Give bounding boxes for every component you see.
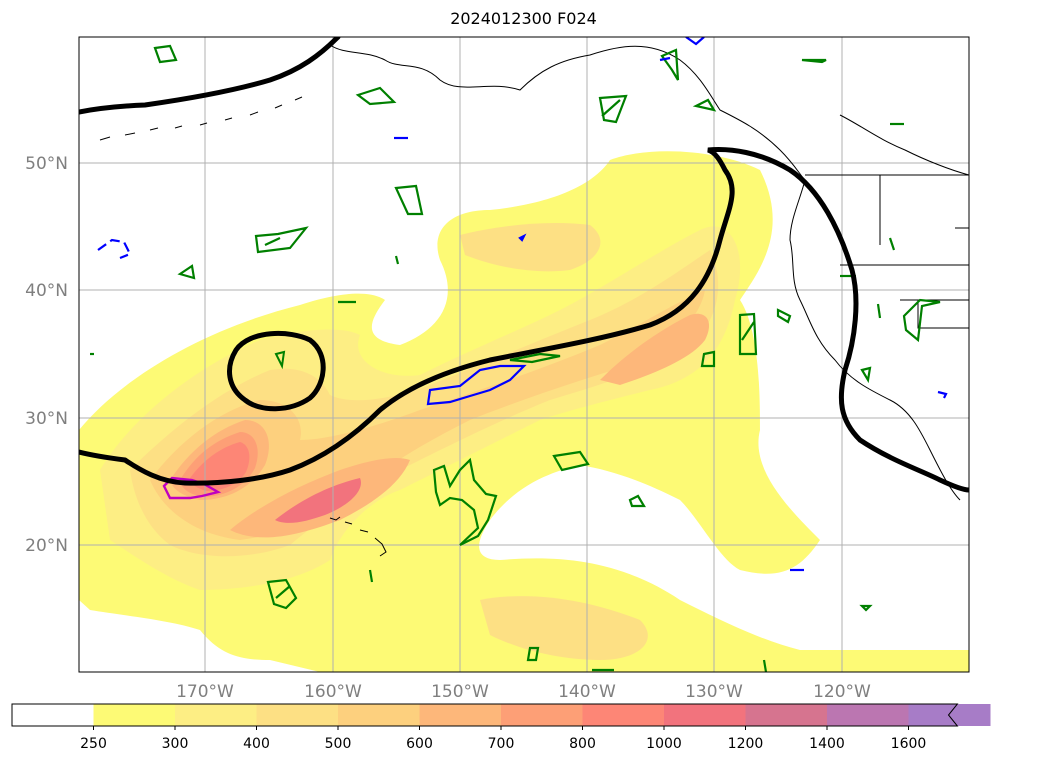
green-contour <box>738 312 758 356</box>
blue-contours <box>97 37 948 572</box>
colorbar-segment <box>582 704 665 726</box>
green-contour <box>776 308 792 324</box>
map-title: 2024012300 F024 <box>450 9 597 28</box>
blue-contour <box>97 238 132 260</box>
green-contour <box>355 86 397 106</box>
colorbar-tick-label: 600 <box>406 736 433 752</box>
lat-label-50: 50°N <box>25 154 68 174</box>
alaska-coast <box>329 44 806 181</box>
ivt-500-600-region <box>150 290 705 540</box>
lat-label-30: 30°N <box>25 409 68 429</box>
ivt-upper-lobe <box>460 223 601 272</box>
blue-contour <box>937 390 948 399</box>
height-contour-main <box>79 147 969 493</box>
green-contour <box>254 226 309 254</box>
green-contour <box>692 98 717 112</box>
ivt-south-band <box>480 596 648 660</box>
blue-contour <box>518 233 527 242</box>
colorbar-segment <box>12 704 94 726</box>
map-frame <box>78 36 970 673</box>
green-contour <box>598 94 628 124</box>
magenta-contours <box>162 476 222 500</box>
blue-contour <box>659 56 671 62</box>
green-contour <box>888 237 896 251</box>
green-contour <box>860 366 872 384</box>
colorbar-extend-arrow <box>948 704 958 726</box>
lon-label-130w: 130°W <box>685 682 743 702</box>
colorbar-tick-label: 1200 <box>728 736 764 752</box>
canada-coast <box>839 114 969 176</box>
lon-label-160w: 160°W <box>304 682 362 702</box>
green-contour <box>394 184 424 216</box>
height-contours <box>79 37 969 493</box>
green-contour <box>509 352 561 364</box>
green-contour <box>368 569 374 583</box>
ivt-800-plus-south <box>275 478 361 523</box>
lon-label-120w: 120°W <box>813 682 871 702</box>
green-contour <box>526 646 540 662</box>
green-contour <box>628 494 646 508</box>
colorbar-segment <box>501 704 583 726</box>
hawaii-islands <box>329 516 387 557</box>
colorbar-segment <box>93 704 176 726</box>
west-coast <box>789 179 961 501</box>
blue-contour <box>685 37 705 46</box>
colorbar-tick-label: 250 <box>80 736 107 752</box>
colorbar-segment <box>175 704 257 726</box>
green-contour <box>859 604 873 612</box>
colorbar-outline <box>11 703 959 727</box>
green-contour <box>274 350 286 370</box>
state-borders <box>840 175 969 329</box>
lon-label-170w: 170°W <box>176 682 234 702</box>
ivt-east-lobe <box>600 313 710 385</box>
map-content <box>79 37 969 672</box>
green-contour <box>876 303 882 319</box>
lat-label-20: 20°N <box>25 536 68 556</box>
green-contour <box>153 44 178 64</box>
green-contour <box>432 457 498 546</box>
colorbar: 250 300 400 500 600 700 800 1000 1200 1400 1600 <box>11 703 991 752</box>
colorbar-tick-label: 800 <box>569 736 596 752</box>
colorbar-segment <box>827 704 909 726</box>
colorbar-tick-label: 1600 <box>891 736 927 752</box>
blue-contour <box>426 364 527 406</box>
green-contours <box>90 44 941 672</box>
colorbar-segment <box>745 704 828 726</box>
green-contour <box>660 48 680 81</box>
green-contour <box>801 58 827 64</box>
colorbar-tick-label: 1000 <box>646 736 682 752</box>
colorbar-tick-label: 300 <box>162 736 189 752</box>
lon-label-140w: 140°W <box>558 682 616 702</box>
colorbar-tick-label: 500 <box>325 736 352 752</box>
height-contour-cutoff-low <box>227 330 326 412</box>
colorbar-segment <box>419 704 502 726</box>
height-contour-north <box>79 37 341 115</box>
green-contour <box>902 298 941 343</box>
green-contour <box>762 659 768 672</box>
colorbar-segment <box>664 704 746 726</box>
green-contour <box>394 255 400 265</box>
colorbar-tick-label: 700 <box>488 736 515 752</box>
green-contour <box>266 578 298 610</box>
lon-labels: 170°W 160°W 150°W 140°W 130°W 120°W <box>176 682 871 702</box>
lon-label-150w: 150°W <box>431 682 489 702</box>
colorbar-tick-label: 1400 <box>809 736 845 752</box>
green-contour <box>700 350 716 368</box>
colorbar-segment <box>256 704 339 726</box>
lat-labels: 50°N 40°N 30°N 20°N <box>25 154 68 556</box>
green-contour <box>552 450 590 472</box>
aleutian-islands <box>99 96 303 141</box>
green-contour <box>177 264 196 280</box>
lat-label-40: 40°N <box>25 281 68 301</box>
colorbar-tick-label: 400 <box>243 736 270 752</box>
coastlines <box>99 44 969 557</box>
magenta-contour <box>162 476 222 500</box>
colorbar-segment <box>338 704 420 726</box>
